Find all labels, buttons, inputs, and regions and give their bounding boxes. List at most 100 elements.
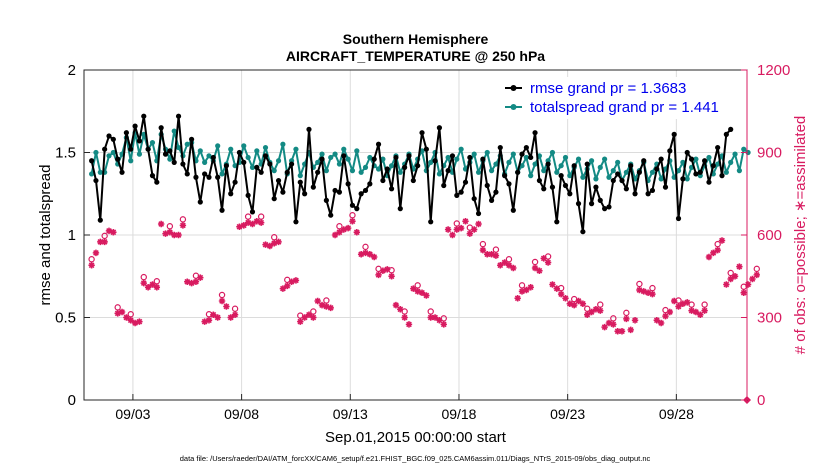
y-tick-label: 0 [68, 392, 76, 409]
y2-tick-label: 900 [757, 145, 782, 162]
obs-assimilated-point [401, 314, 408, 321]
obs-assimilated-point [201, 318, 208, 325]
rmse-point [315, 169, 321, 175]
rmse-point [119, 169, 125, 175]
rmse-point [280, 189, 286, 195]
rmse-point [106, 133, 112, 139]
obs-assimilated-point [479, 246, 487, 254]
obs-assimilated-point [370, 253, 378, 261]
obs-assimilated-point [366, 251, 374, 258]
y-axis-label: rmse and totalspread [37, 165, 54, 306]
rmse-point [293, 219, 299, 225]
rmse-point [397, 206, 403, 212]
obs-possible-point [179, 216, 187, 223]
obs-assimilated-point [553, 285, 560, 292]
obs-assimilated-point [749, 275, 756, 283]
spread-point [388, 163, 395, 169]
obs-assimilated-point [144, 284, 152, 291]
spread-point [380, 156, 386, 162]
spread-point [228, 146, 234, 152]
rmse-point [584, 161, 590, 167]
obs-assimilated-point [505, 262, 513, 269]
rmse-point [345, 181, 351, 187]
obs-assimilated-point [153, 284, 161, 291]
obs-possible-point [479, 240, 487, 248]
rmse-point [588, 201, 595, 207]
y-tick-label: 1 [68, 227, 76, 244]
rmse-point [136, 138, 143, 144]
rmse-line [90, 115, 732, 233]
obs-assimilated-point [288, 278, 295, 285]
rmse-point [593, 184, 599, 190]
obs-assimilated-point [453, 226, 461, 233]
spread-point [241, 143, 247, 149]
obs-assimilated-point [753, 271, 760, 279]
obs-assimilated-point [105, 227, 113, 235]
rmse-point [332, 187, 338, 194]
obs-assimilated-point [484, 251, 491, 258]
rmse-point [719, 173, 725, 179]
spread-point [528, 173, 534, 179]
obs-possible-point [323, 297, 330, 304]
obs-assimilated-point [444, 226, 452, 233]
y2-tick-label: 1200 [757, 62, 790, 79]
spread-point [602, 156, 608, 162]
obs-assimilated-point [431, 314, 439, 321]
obs-assimilated-point [662, 312, 669, 320]
obs-possible-point [610, 315, 617, 322]
legend-spread-marker [510, 104, 517, 110]
rmse-point [349, 202, 356, 208]
legend-rmse-label: rmse grand pr = 1.3683 [530, 80, 686, 97]
rmse-point [528, 154, 534, 161]
rmse-point [328, 212, 334, 218]
spread-point [349, 168, 356, 174]
spread-point [736, 168, 742, 174]
obs-possible-point [531, 258, 539, 266]
rmse-point [262, 153, 269, 159]
obs-assimilated-point [705, 253, 713, 261]
rmse-point [602, 206, 608, 212]
spread-point [471, 151, 477, 157]
spread-point [428, 159, 434, 165]
obs-assimilated-point [544, 259, 552, 266]
rmse-point [671, 131, 677, 137]
rmse-point [597, 197, 603, 203]
obs-possible-point [153, 278, 161, 285]
spread-point [184, 141, 190, 147]
obs-assimilated-point [336, 229, 343, 236]
rmse-point [467, 154, 473, 161]
obs-assimilated-point [462, 218, 469, 225]
rmse-point [575, 201, 582, 207]
x-axis-label: Sep.01,2015 00:00:00 start [325, 429, 507, 446]
rmse-point [123, 130, 129, 136]
obs-assimilated-point [523, 286, 530, 294]
obs-assimilated-point [497, 262, 504, 269]
obs-possible-point [414, 282, 421, 289]
obs-assimilated-point [470, 226, 478, 233]
rmse-point [362, 187, 369, 194]
spread-point [615, 159, 621, 165]
rmse-point [371, 156, 377, 162]
obs-assimilated-point [410, 285, 417, 292]
y-tick-label: 0.5 [55, 310, 76, 327]
rmse-point [706, 179, 712, 185]
obs-possible-point [140, 273, 147, 281]
chart-title-line2: AIRCRAFT_TEMPERATURE @ 250 hPa [286, 48, 545, 64]
obs-assimilated-point [344, 224, 352, 232]
spread-point [397, 169, 403, 175]
legend-spread-label: totalspread grand pr = 1.441 [530, 99, 719, 116]
spread-point [741, 146, 747, 152]
obs-assimilated-point [723, 281, 730, 288]
obs-assimilated-point [384, 266, 391, 273]
legend-box [497, 77, 745, 119]
obs-assimilated-point [627, 326, 634, 334]
rmse-point [93, 177, 99, 184]
obs-assimilated-point [297, 318, 304, 325]
rmse-point [288, 161, 295, 167]
obs-assimilated-point [575, 297, 582, 305]
obs-assimilated-point [314, 297, 321, 305]
x-tick-label: 09/03 [115, 406, 150, 422]
rmse-point [336, 189, 343, 195]
obs-assimilated-point [140, 279, 147, 287]
x-tick-label: 09/18 [441, 406, 476, 422]
